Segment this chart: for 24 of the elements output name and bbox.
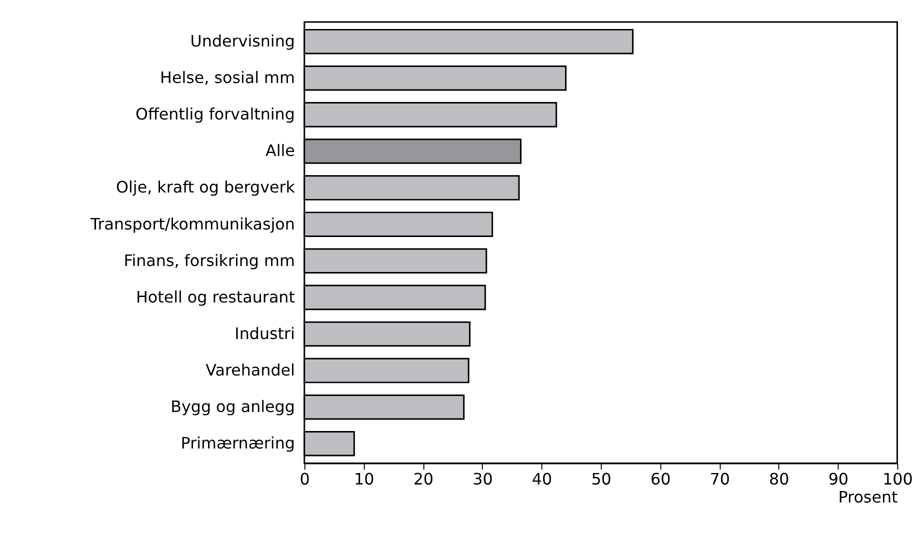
x-tick-label: 20	[413, 470, 434, 489]
x-tick-label: 70	[710, 470, 730, 489]
y-tick-label: Primærnæring	[180, 434, 295, 453]
x-tick-label: 60	[650, 470, 671, 489]
x-tick-label: 30	[472, 470, 493, 489]
x-tick-label: 90	[828, 470, 849, 489]
x-tick-label: 40	[532, 470, 552, 489]
y-tick-label: Varehandel	[206, 360, 295, 380]
y-tick-label: Olje, kraft og bergverk	[116, 178, 296, 197]
x-tick-label: 80	[769, 470, 790, 489]
y-tick-label: Hotell og restaurant	[136, 287, 295, 306]
x-tick-label: 0	[300, 470, 310, 489]
y-tick-label: Alle	[266, 141, 295, 160]
y-tick-label: Industri	[234, 324, 295, 343]
y-tick-label: Transport/kommunikasjon	[89, 214, 295, 234]
y-tick-label: Helse, sosial mm	[160, 68, 295, 88]
y-tick-label: Finans, forsikring mm	[124, 250, 295, 270]
x-axis-title: Prosent	[838, 487, 898, 506]
y-tick-label: Offentlig forvaltning	[135, 104, 295, 124]
x-tick-label: 50	[591, 470, 612, 489]
y-tick-label: Undervisning	[190, 32, 295, 51]
x-tick-label: 10	[354, 470, 374, 489]
x-tick-label: 100	[882, 470, 913, 489]
y-tick-label: Bygg og anlegg	[170, 397, 295, 416]
